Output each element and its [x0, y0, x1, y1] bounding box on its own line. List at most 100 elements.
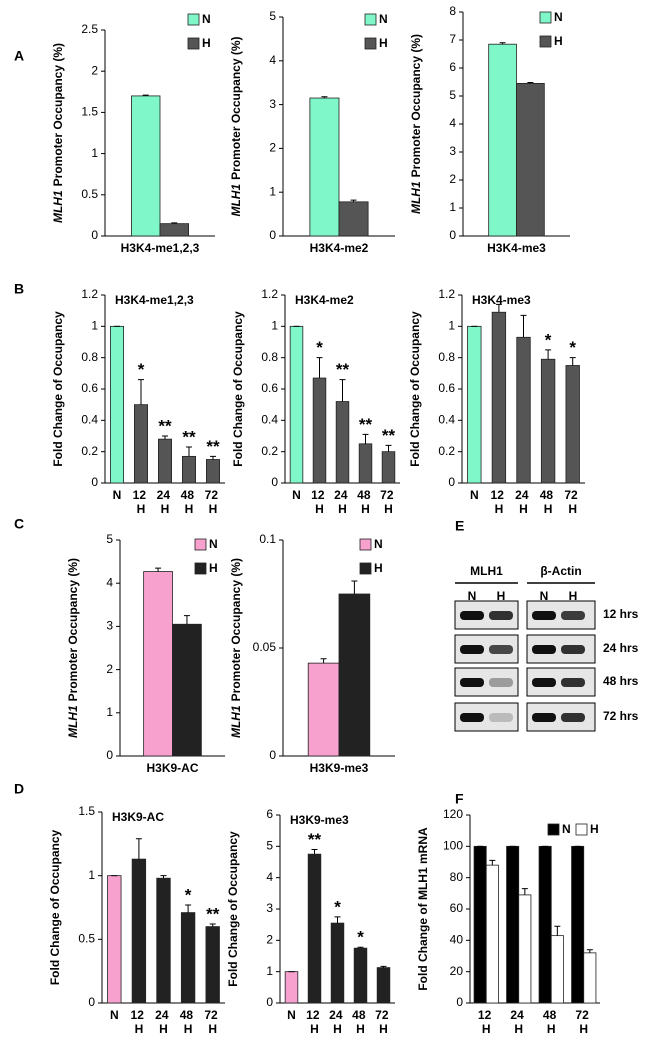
legend-swatch: [359, 538, 372, 551]
significance: **: [359, 415, 373, 434]
significance: *: [138, 360, 145, 379]
y-axis-label: Fold Change of Occupancy: [51, 311, 65, 467]
y-tick-label: 5: [269, 9, 276, 23]
x-tick-label: 24 H: [334, 488, 351, 516]
bar: [518, 894, 532, 1004]
y-tick-label: 4: [449, 116, 456, 130]
bar: [485, 864, 499, 1004]
y-tick-label: 1: [88, 868, 95, 882]
x-tick-label: N: [292, 488, 301, 502]
x-tick-label: 24 H: [510, 1008, 527, 1036]
y-tick-label: 0: [106, 748, 113, 762]
y-axis-label-gene: MLH1: [51, 190, 65, 223]
x-tick-label: 24 H: [515, 488, 532, 516]
legend-swatch: [575, 823, 588, 836]
y-axis-label: MLH1 Promoter Occupancy (%): [229, 558, 243, 738]
panel-letter: C: [14, 516, 24, 532]
error-bar: [209, 923, 216, 927]
y-tick-label: 0: [269, 748, 276, 762]
y-tick-label: 1.2: [261, 287, 278, 301]
legend-label: N: [374, 537, 383, 551]
blot-row-label: 72 hrs: [603, 709, 639, 723]
x-tick-label: 12 H: [131, 1008, 148, 1036]
y-axis-label-text: Promoter Occupancy (%): [229, 558, 243, 701]
chart-title: H3K4-me3: [472, 293, 531, 307]
y-tick-label: 0.8: [261, 350, 278, 364]
y-tick-label: 1: [269, 184, 276, 198]
y-axis-label: MLH1 Promoter Occupancy (%): [229, 36, 243, 216]
y-tick-label: 60: [450, 901, 464, 915]
y-axis-label: MLH1 Promoter Occupancy (%): [409, 34, 423, 214]
y-tick-label: 0.8: [438, 350, 455, 364]
y-tick-label: 6: [449, 60, 456, 74]
y-tick-label: 1: [449, 200, 456, 214]
y-axis-label-text: Promoter Occupancy (%): [51, 43, 65, 186]
significance: *: [357, 928, 364, 947]
y-tick-label: 0.8: [81, 350, 98, 364]
x-tick-label: 48 H: [543, 1008, 560, 1036]
chart-title: H3K9-me3: [290, 813, 349, 827]
error-bar: [520, 314, 527, 338]
bar: [131, 858, 147, 1004]
y-axis-label-gene: MLH1: [409, 181, 423, 214]
error-bar: [183, 615, 190, 625]
legend-label: H: [374, 561, 383, 575]
bar: [205, 926, 220, 1004]
significance: *: [569, 338, 576, 357]
blot-band: [489, 611, 513, 620]
bar: [583, 952, 597, 1004]
error-bar: [311, 848, 318, 855]
legend-swatch: [547, 823, 560, 836]
y-axis-label-text: Promoter Occupancy (%): [66, 558, 80, 701]
y-tick-label: 8: [449, 4, 456, 18]
blot-band: [489, 678, 513, 687]
y-tick-label: 5: [266, 839, 273, 853]
error-bar: [185, 904, 192, 913]
error-bar: [569, 357, 576, 366]
y-tick-label: 4: [269, 53, 276, 67]
y-tick-label: 1: [91, 146, 98, 160]
x-tick-label: 72 H: [204, 1008, 221, 1036]
bar: [307, 662, 340, 757]
x-tick-label: H3K9-me3: [310, 761, 369, 775]
x-tick-label: 24 H: [329, 1008, 346, 1036]
y-axis-label-text: Promoter Occupancy (%): [229, 36, 243, 179]
significance: *: [185, 885, 192, 904]
x-tick-label: 48 H: [352, 1008, 369, 1036]
y-tick-label: 0.4: [261, 413, 278, 427]
error-bar: [160, 875, 167, 879]
y-tick-label: 1: [91, 319, 98, 333]
blot-band: [561, 645, 585, 654]
bar: [550, 935, 564, 1004]
bar: [284, 971, 299, 1004]
y-tick-label: 0.05: [253, 640, 277, 654]
legend-swatch: [539, 35, 552, 48]
error-bar: [586, 949, 593, 953]
y-tick-label: 0.6: [438, 381, 455, 395]
chart-title: H3K9-AC: [112, 810, 164, 824]
bar: [467, 325, 482, 484]
legend-swatch: [187, 37, 200, 50]
legend-label: H: [209, 561, 218, 575]
y-tick-label: 4: [266, 870, 273, 884]
legend-label: H: [202, 36, 211, 50]
significance: **: [206, 905, 220, 924]
blot-band: [460, 645, 484, 654]
bar: [516, 83, 545, 237]
x-tick-label: 12 H: [478, 1008, 495, 1036]
bar: [571, 845, 585, 1004]
bar: [133, 404, 148, 484]
blot-band: [460, 611, 484, 620]
y-tick-label: 2: [449, 172, 456, 186]
x-tick-label: 24 H: [157, 488, 174, 516]
y-tick-label: 0.4: [438, 413, 455, 427]
blot-band: [489, 645, 513, 654]
blot-band: [532, 678, 556, 687]
y-tick-label: 4: [106, 575, 113, 589]
bar: [506, 845, 520, 1004]
bar: [473, 845, 487, 1004]
y-axis-label: MLH1 Promoter Occupancy (%): [66, 558, 80, 738]
x-tick-label: H3K4-me3: [487, 241, 546, 255]
y-tick-label: 0.2: [438, 444, 455, 458]
error-bar: [489, 859, 496, 866]
